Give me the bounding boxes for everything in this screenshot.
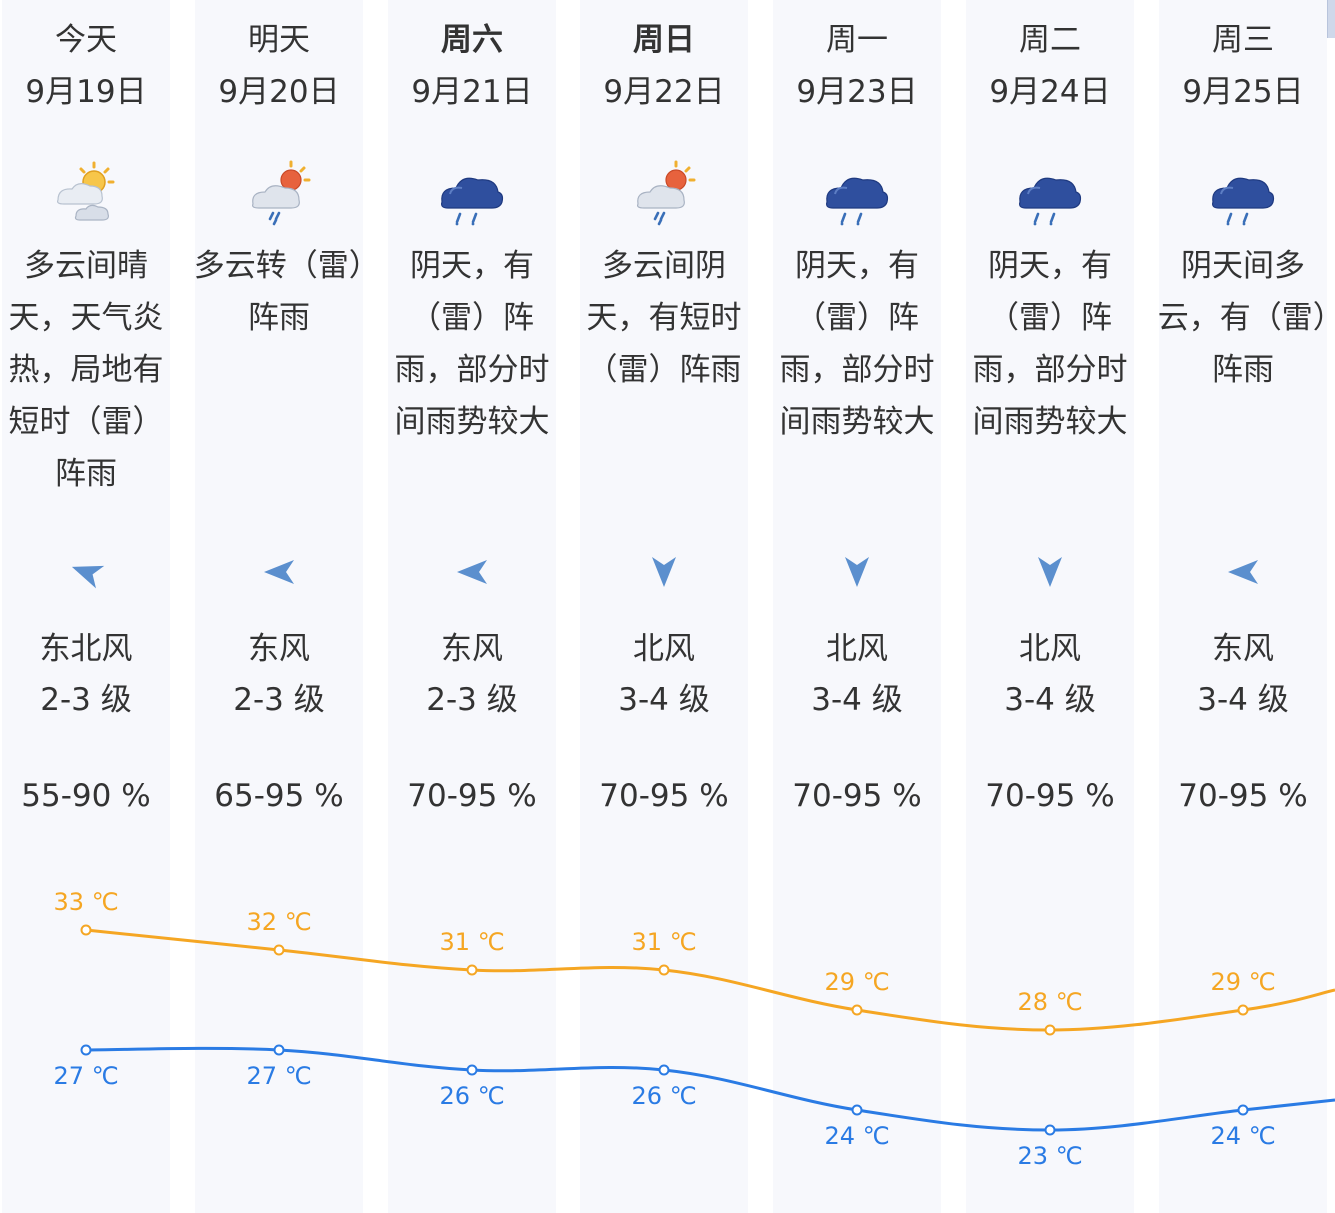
- wind-arrow-north-icon: [640, 548, 688, 596]
- day-of-week: 周三: [1212, 22, 1274, 58]
- humidity: 70-95 %: [985, 778, 1115, 814]
- weather-description: 阴天间多云，有（雷）阵雨: [1157, 248, 1329, 388]
- wind-direction: 东风: [441, 631, 503, 667]
- day-column: 周一 9月23日阴天，有（雷）阵雨，部分时间雨势较大北风 3-4 级 70-95 %: [773, 0, 941, 1213]
- overcast-rain-icon: [817, 158, 897, 230]
- wind-direction: 北风: [633, 631, 695, 667]
- wind-level: 3-4 级: [1197, 682, 1289, 718]
- wind-level: 2-3 级: [40, 682, 132, 718]
- wind-level: 3-4 级: [618, 682, 710, 718]
- day-of-week: 周一: [826, 22, 888, 58]
- wind-arrow-east-icon: [448, 548, 496, 596]
- wind-level: 3-4 级: [1004, 682, 1096, 718]
- weather-description: 多云间阴天，有短时（雷）阵雨: [586, 248, 742, 388]
- cloudy-sun-shower-icon: [624, 158, 704, 230]
- weather-description: 多云转（雷）阵雨: [193, 248, 365, 336]
- weather-description: 多云间晴天，天气炎热，局地有短时（雷）阵雨: [8, 248, 164, 492]
- day-of-week: 周六: [441, 22, 503, 58]
- weather-description: 阴天，有（雷）阵雨，部分时间雨势较大: [779, 248, 935, 440]
- day-of-week: 周日: [633, 22, 695, 58]
- day-date: 9月25日: [1182, 74, 1304, 110]
- day-column: 周二 9月24日阴天，有（雷）阵雨，部分时间雨势较大北风 3-4 级 70-95 %: [966, 0, 1134, 1213]
- day-column: 周六 9月21日阴天，有（雷）阵雨，部分时间雨势较大东风 2-3 级 70-95 %: [388, 0, 556, 1213]
- wind-arrow-east-icon: [1219, 548, 1267, 596]
- wind-level: 3-4 级: [811, 682, 903, 718]
- wind-direction: 北风: [826, 631, 888, 667]
- humidity: 70-95 %: [792, 778, 922, 814]
- wind-arrow-north-icon: [833, 548, 881, 596]
- day-date: 9月20日: [218, 74, 340, 110]
- day-of-week: 今天: [55, 22, 117, 58]
- day-of-week: 明天: [248, 22, 310, 58]
- day-date: 9月24日: [989, 74, 1111, 110]
- day-of-week: 周二: [1019, 22, 1081, 58]
- wind-direction: 北风: [1019, 631, 1081, 667]
- wind-arrow-north-icon: [1026, 548, 1074, 596]
- day-date: 9月19日: [25, 74, 147, 110]
- wind-direction: 东风: [1212, 631, 1274, 667]
- day-column: 今天 9月19日多云间晴天，天气炎热，局地有短时（雷）阵雨东北风 2-3 级 55-9…: [2, 0, 170, 1213]
- humidity: 70-95 %: [1178, 778, 1308, 814]
- wind-arrow-northeast-icon: [62, 548, 110, 596]
- day-column: 明天 9月20日多云转（雷）阵雨东风 2-3 级 65-95 %: [194, 0, 364, 1213]
- wind-level: 2-3 级: [426, 682, 518, 718]
- day-date: 9月22日: [603, 74, 725, 110]
- cloudy-sun-shower-icon: [239, 158, 319, 230]
- wind-direction: 东风: [248, 631, 310, 667]
- wind-direction: 东北风: [39, 631, 133, 667]
- overcast-rain-icon: [1010, 158, 1090, 230]
- day-date: 9月21日: [411, 74, 533, 110]
- humidity: 70-95 %: [599, 778, 729, 814]
- scrollbar-edge[interactable]: [1327, 0, 1335, 38]
- day-date: 9月23日: [796, 74, 918, 110]
- weather-description: 阴天，有（雷）阵雨，部分时间雨势较大: [972, 248, 1128, 440]
- partly-sunny-cloudy-icon: [46, 158, 126, 230]
- wind-level: 2-3 级: [233, 682, 325, 718]
- day-column: 周三 9月25日阴天间多云，有（雷）阵雨东风 3-4 级 70-95 %: [1158, 0, 1328, 1213]
- humidity: 70-95 %: [407, 778, 537, 814]
- overcast-rain-icon: [1203, 158, 1283, 230]
- humidity: 55-90 %: [21, 778, 151, 814]
- overcast-rain-icon: [432, 158, 512, 230]
- humidity: 65-95 %: [214, 778, 344, 814]
- day-column: 周日 9月22日多云间阴天，有短时（雷）阵雨北风 3-4 级 70-95 %: [580, 0, 748, 1213]
- weather-description: 阴天，有（雷）阵雨，部分时间雨势较大: [394, 248, 550, 440]
- wind-arrow-east-icon: [255, 548, 303, 596]
